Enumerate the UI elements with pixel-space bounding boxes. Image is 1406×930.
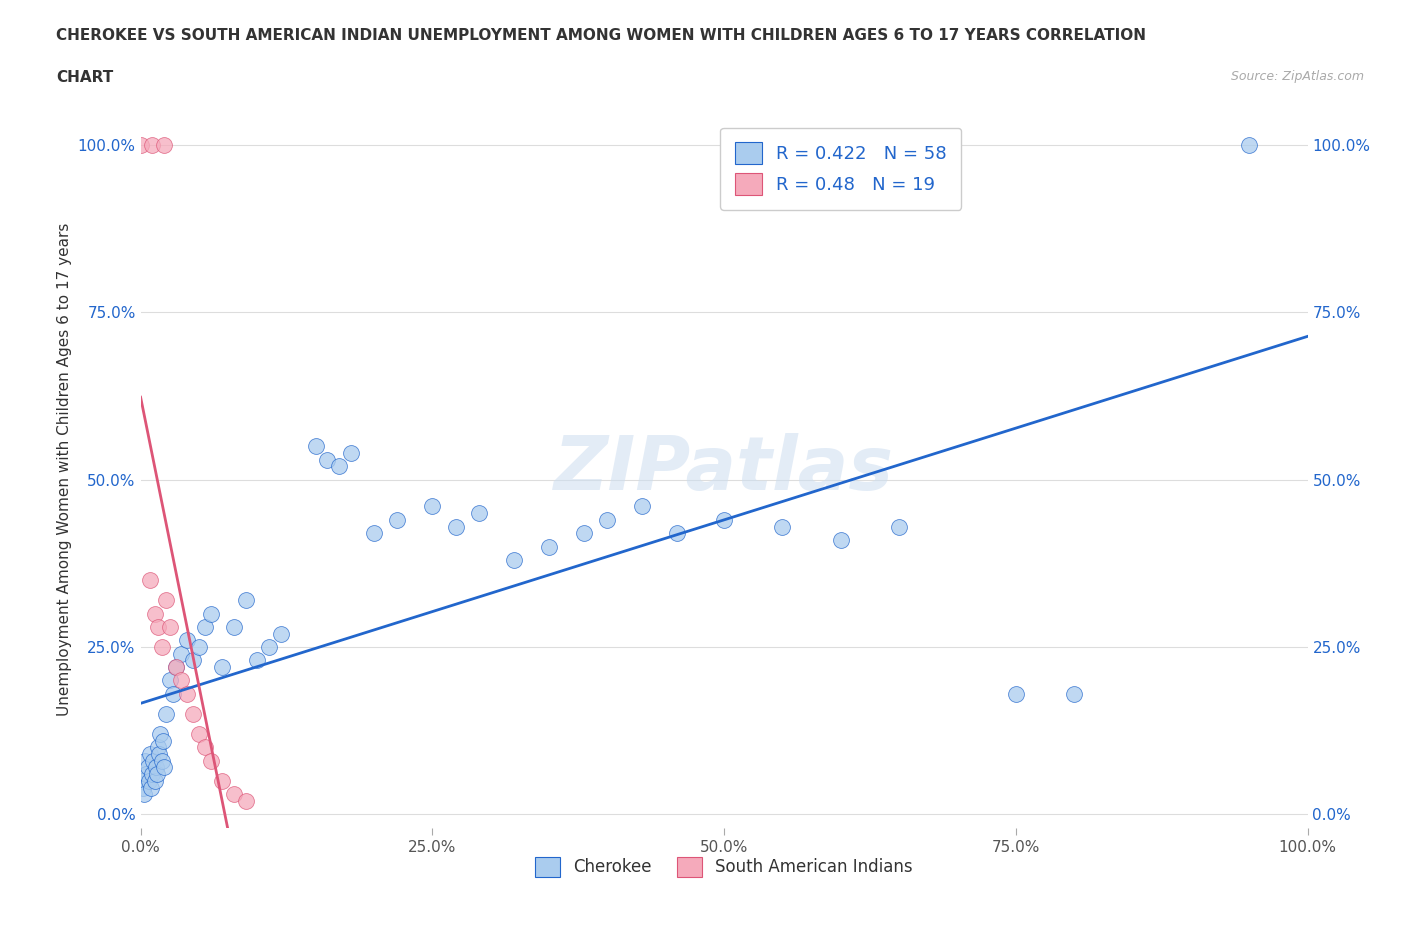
Point [222,787,245,802]
Text: CHART: CHART [56,70,114,85]
Point [170,673,193,688]
Point [188,726,211,741]
Point [139,573,162,588]
Point [153,138,176,153]
Point [339,445,361,460]
Point [1005,686,1028,701]
Point [503,552,526,567]
Point [149,726,172,741]
Point [152,733,174,748]
Point [143,606,166,621]
Point [131,774,153,789]
Point [176,633,198,648]
Point [155,592,177,607]
Point [889,519,911,534]
Point [181,653,204,668]
Point [141,766,163,781]
Point [772,519,794,534]
Point [666,525,689,540]
Point [363,525,385,540]
Point [422,499,444,514]
Point [139,780,162,795]
Point [200,606,222,621]
Point [246,653,269,668]
Point [444,519,467,534]
Point [165,659,187,674]
Y-axis label: Unemployment Among Women with Children Ages 6 to 17 years: Unemployment Among Women with Children A… [58,223,72,716]
Point [572,525,595,540]
Point [305,439,328,454]
Point [159,673,181,688]
Text: ZIPatlas: ZIPatlas [554,433,894,506]
Point [146,740,169,755]
Point [145,760,167,775]
Point [222,619,245,634]
Point [537,539,560,554]
Point [134,753,156,768]
Point [270,626,292,641]
Point [235,592,257,607]
Point [257,640,280,655]
Point [141,138,163,153]
Point [148,747,170,762]
Point [138,774,160,789]
Text: Source: ZipAtlas.com: Source: ZipAtlas.com [1230,70,1364,83]
Point [143,774,166,789]
Point [830,533,852,548]
Point [181,707,204,722]
Point [170,646,193,661]
Point [328,458,350,473]
Legend: Cherokee, South American Indians: Cherokee, South American Indians [529,850,920,883]
Point [129,138,152,153]
Point [153,760,176,775]
Point [176,686,198,701]
Point [155,707,177,722]
Point [132,787,155,802]
Point [211,774,233,789]
Point [165,659,187,674]
Point [136,760,159,775]
Point [468,506,491,521]
Point [139,747,162,762]
Point [150,753,173,768]
Point [159,619,181,634]
Point [631,499,654,514]
Point [387,512,409,527]
Point [316,452,339,467]
Point [150,640,173,655]
Point [596,512,619,527]
Point [142,753,165,768]
Point [713,512,735,527]
Text: CHEROKEE VS SOUTH AMERICAN INDIAN UNEMPLOYMENT AMONG WOMEN WITH CHILDREN AGES 6 : CHEROKEE VS SOUTH AMERICAN INDIAN UNEMPL… [56,28,1146,43]
Point [194,619,217,634]
Point [146,766,169,781]
Point [235,793,257,808]
Point [211,659,233,674]
Point [146,619,169,634]
Point [200,753,222,768]
Point [1239,138,1261,153]
Point [162,686,184,701]
Point [1063,686,1085,701]
Point [132,780,155,795]
Point [135,766,157,781]
Point [188,640,211,655]
Point [194,740,217,755]
